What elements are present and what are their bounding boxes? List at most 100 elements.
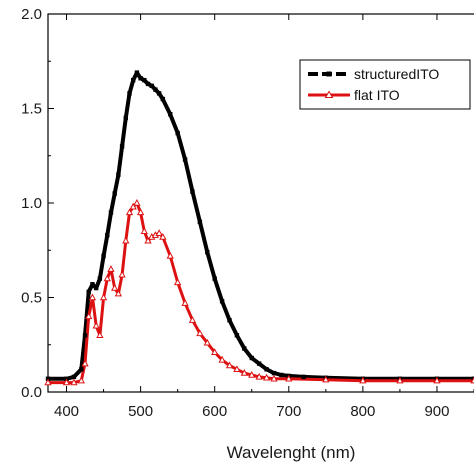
data-point bbox=[322, 375, 330, 383]
y-tick-label: 1.0 bbox=[21, 195, 42, 212]
y-tick-label: 1.5 bbox=[21, 101, 42, 118]
data-point bbox=[149, 83, 154, 89]
data-point bbox=[271, 370, 277, 376]
data-point bbox=[118, 270, 126, 278]
data-point bbox=[99, 293, 108, 301]
data-point bbox=[111, 283, 119, 291]
data-point bbox=[203, 338, 211, 346]
y-tick-label: 2.0 bbox=[21, 6, 42, 23]
data-point bbox=[103, 274, 111, 282]
data-point bbox=[144, 236, 152, 244]
data-point bbox=[112, 191, 117, 196]
data-point bbox=[44, 378, 52, 386]
data-point bbox=[123, 115, 128, 121]
data-point bbox=[182, 157, 188, 162]
data-point bbox=[71, 374, 77, 380]
data-point bbox=[159, 232, 167, 240]
data-point bbox=[82, 333, 88, 338]
data-point bbox=[264, 367, 269, 372]
data-point bbox=[156, 91, 162, 96]
data-point bbox=[88, 293, 97, 301]
data-point bbox=[249, 355, 254, 361]
data-point bbox=[396, 376, 404, 384]
data-point bbox=[181, 299, 189, 306]
data-point bbox=[105, 232, 110, 238]
legend-marker bbox=[326, 71, 332, 77]
data-point bbox=[79, 367, 84, 372]
data-point bbox=[134, 70, 140, 75]
data-point bbox=[114, 289, 123, 297]
x-tick-label: 700 bbox=[276, 403, 301, 420]
data-point bbox=[240, 369, 248, 376]
data-point bbox=[212, 276, 217, 281]
data-point bbox=[92, 321, 100, 329]
data-point bbox=[160, 96, 166, 102]
data-point bbox=[174, 278, 182, 286]
data-point bbox=[70, 378, 78, 386]
x-tick-label: 600 bbox=[202, 403, 227, 420]
data-point bbox=[136, 208, 145, 216]
legend: structuredITO flat ITO bbox=[299, 59, 471, 110]
data-point bbox=[138, 76, 143, 81]
data-point bbox=[255, 372, 263, 380]
data-point bbox=[285, 374, 293, 382]
data-point bbox=[97, 276, 103, 281]
data-point bbox=[155, 229, 163, 236]
legend-box bbox=[299, 59, 471, 110]
legend-marker bbox=[324, 90, 334, 98]
data-point bbox=[133, 198, 141, 206]
markers-layer bbox=[44, 70, 474, 386]
data-point bbox=[153, 87, 158, 92]
data-point bbox=[142, 77, 147, 83]
data-point bbox=[140, 227, 148, 235]
data-point bbox=[90, 282, 95, 287]
data-point bbox=[248, 370, 256, 378]
data-point bbox=[188, 316, 197, 323]
data-point bbox=[234, 333, 240, 338]
x-tick-label: 900 bbox=[424, 403, 449, 420]
data-point bbox=[359, 376, 367, 384]
series-line-flat-ito bbox=[48, 201, 474, 385]
data-point bbox=[116, 172, 121, 177]
data-point bbox=[218, 355, 226, 363]
data-point bbox=[119, 144, 125, 149]
x-tick-label: 400 bbox=[54, 403, 79, 420]
data-point bbox=[131, 77, 136, 83]
data-point bbox=[62, 378, 71, 386]
data-point bbox=[190, 189, 195, 194]
data-point bbox=[470, 376, 474, 384]
legend-label: flat ITO bbox=[354, 87, 400, 103]
data-point bbox=[205, 249, 210, 255]
data-point bbox=[270, 374, 278, 382]
data-point bbox=[175, 130, 180, 136]
data-point bbox=[127, 91, 132, 96]
series-layer bbox=[48, 70, 474, 385]
ticks-layer bbox=[48, 13, 474, 393]
data-point bbox=[301, 374, 306, 380]
data-point bbox=[219, 299, 225, 304]
data-point bbox=[256, 361, 262, 366]
data-point bbox=[233, 365, 241, 373]
x-axis-label: Wavelenght (nm) bbox=[227, 443, 356, 462]
data-point bbox=[96, 331, 104, 338]
data-point bbox=[125, 208, 134, 216]
data-point bbox=[81, 359, 89, 367]
data-point bbox=[77, 376, 85, 384]
data-point bbox=[168, 111, 173, 117]
data-point bbox=[225, 361, 234, 369]
data-point bbox=[93, 285, 99, 291]
data-point bbox=[211, 348, 219, 356]
data-point bbox=[129, 202, 137, 210]
data-point bbox=[227, 317, 232, 323]
data-point bbox=[107, 265, 115, 272]
data-point bbox=[242, 346, 247, 351]
data-point bbox=[279, 372, 284, 378]
data-point bbox=[145, 81, 151, 87]
y-tick-label: 0.0 bbox=[21, 384, 42, 401]
data-point bbox=[433, 376, 441, 384]
y-tick-label: 0.5 bbox=[21, 290, 42, 307]
data-point bbox=[262, 373, 271, 381]
data-point bbox=[85, 312, 93, 320]
data-point bbox=[196, 329, 204, 337]
